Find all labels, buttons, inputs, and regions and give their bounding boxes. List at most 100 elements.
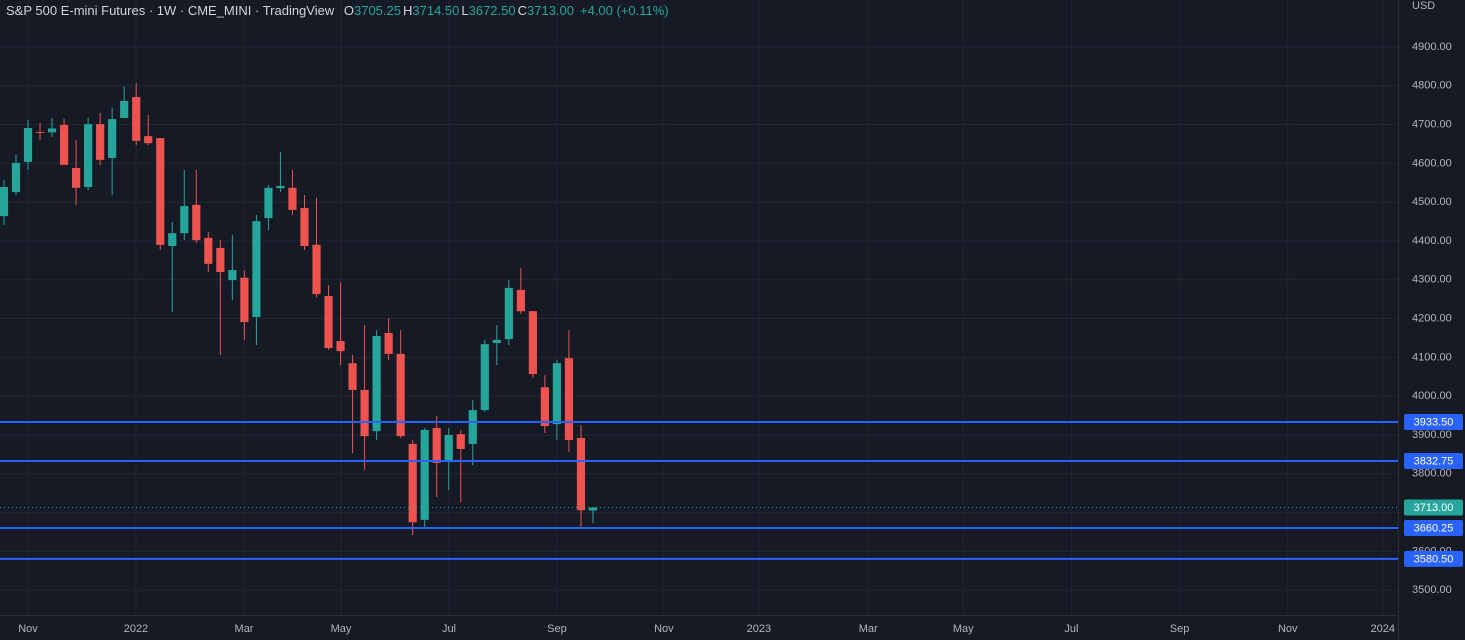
y-tick-label: 3800.00 — [1412, 468, 1452, 480]
candle-body — [588, 507, 598, 511]
ohlc-key: H — [402, 3, 413, 18]
ohlc-value: 3714.50 — [412, 3, 460, 18]
candle-body — [432, 427, 441, 463]
y-axis-label: USD — [1412, 0, 1435, 12]
candle-body — [540, 387, 549, 427]
level-label: 3660.25 — [1414, 522, 1454, 534]
x-tick-label: Sep — [1170, 623, 1190, 635]
candle-body — [552, 363, 562, 425]
y-tick-label: 4100.00 — [1412, 351, 1452, 363]
candle-body — [180, 206, 189, 234]
candle-body — [528, 311, 537, 375]
candle-body — [372, 336, 381, 432]
candle-body — [228, 270, 237, 281]
x-tick-label: May — [331, 623, 352, 635]
candle-body — [480, 344, 489, 411]
ohlc-value: 3705.25 — [353, 3, 401, 18]
candle-body — [192, 204, 201, 241]
candle-body — [420, 429, 429, 520]
legend: S&P 500 E-mini Futures · 1W · CME_MINI ·… — [6, 3, 669, 18]
candle-body — [216, 247, 225, 272]
candle-body — [47, 128, 57, 133]
level-tag — [1404, 413, 1463, 430]
candle-body — [23, 128, 33, 162]
level-tag — [1404, 519, 1463, 536]
candle-body — [468, 410, 477, 444]
y-tick-label: 4500.00 — [1412, 196, 1452, 208]
candle-body — [300, 207, 309, 246]
candle-body — [240, 277, 249, 323]
y-tick-label: 4200.00 — [1412, 312, 1452, 324]
ohlc-key: L — [461, 3, 469, 18]
candle-body — [11, 162, 21, 193]
candle-body — [156, 138, 165, 245]
candle-body — [384, 332, 393, 354]
candle-body — [144, 136, 153, 144]
candle-body — [276, 185, 285, 189]
y-tick-label: 4000.00 — [1412, 390, 1452, 402]
y-tick-label: 4300.00 — [1412, 274, 1452, 286]
candle-body — [168, 233, 177, 246]
candle-body — [516, 289, 525, 312]
x-tick-label: 2023 — [747, 623, 771, 635]
level-label: 3933.50 — [1414, 416, 1454, 428]
candle-body — [84, 124, 93, 188]
candle-body — [264, 187, 273, 219]
candle-body — [336, 341, 345, 352]
candle-body — [312, 244, 321, 295]
y-tick-label: 4900.00 — [1412, 41, 1452, 53]
candle-body — [396, 353, 405, 437]
level-label: 3832.75 — [1414, 455, 1454, 467]
x-tick-label: Mar — [235, 623, 254, 635]
candle-body — [576, 438, 586, 511]
candle-body — [72, 168, 81, 188]
y-tick-label: 3500.00 — [1412, 584, 1452, 596]
candle-body — [252, 221, 261, 318]
y-tick-label: 4700.00 — [1412, 118, 1452, 130]
ohlc-value: 3672.50 — [468, 3, 516, 18]
level-tag — [1404, 453, 1463, 470]
y-tick-label: 4400.00 — [1412, 235, 1452, 247]
x-tick-label: Nov — [1278, 623, 1298, 635]
x-tick-label: Jul — [442, 623, 456, 635]
y-tick-label: 4600.00 — [1412, 157, 1452, 169]
candle-body — [132, 97, 141, 141]
ohlc-key: O — [343, 3, 354, 18]
candle-body — [492, 339, 501, 344]
candle-body — [408, 443, 417, 523]
x-tick-label: Nov — [18, 623, 38, 635]
x-tick-label: Sep — [547, 623, 567, 635]
candle-body — [108, 119, 117, 158]
chart-title: S&P 500 E-mini Futures · 1W · CME_MINI ·… — [6, 3, 335, 18]
candle-body — [204, 237, 213, 264]
candle-body — [0, 187, 9, 217]
change-label: +4.00 (+0.11%) — [580, 3, 669, 18]
level-label: 3580.50 — [1414, 553, 1454, 565]
candle-body — [288, 187, 297, 210]
candle-body — [504, 287, 513, 340]
ohlc-key: C — [517, 3, 527, 18]
candle-body — [444, 434, 453, 463]
x-tick-label: Nov — [654, 623, 674, 635]
candle-body — [59, 124, 69, 165]
candle-body — [360, 389, 369, 437]
candle-body — [564, 358, 574, 441]
y-tick-label: 3900.00 — [1412, 429, 1452, 441]
x-tick-label: 2022 — [124, 623, 148, 635]
candle-body — [348, 363, 357, 390]
last-price-label: 3713.00 — [1414, 502, 1454, 514]
x-tick-label: Mar — [859, 623, 878, 635]
last-price-tag — [1404, 499, 1463, 516]
candle-body — [456, 434, 465, 449]
candle-body — [324, 296, 333, 349]
candle-body — [96, 124, 105, 160]
candle-body — [35, 131, 45, 133]
ohlc-value: 3713.00 — [527, 3, 574, 18]
y-tick-label: 4800.00 — [1412, 80, 1452, 92]
candle-body — [120, 100, 129, 118]
level-tag — [1404, 550, 1463, 567]
x-tick-label: May — [953, 623, 974, 635]
x-tick-label: Jul — [1064, 623, 1078, 635]
